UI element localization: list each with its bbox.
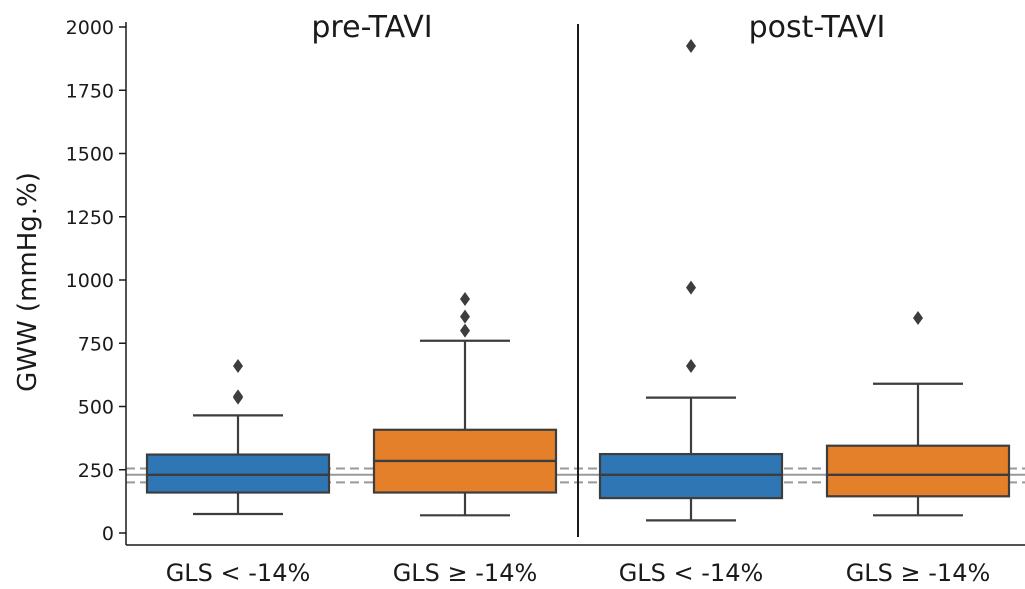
y-tick-label: 2000 (66, 17, 114, 39)
box-series (145, 38, 1011, 522)
box-group (372, 291, 558, 517)
y-tick-label: 1250 (66, 207, 114, 229)
y-ticks: 0 250 500 750 1000 1250 1500 1750 2000 (66, 17, 126, 545)
panel-title: pre-TAVI (311, 10, 432, 45)
x-categories: GLS < -14% GLS ≥ -14% GLS < -14% GLS ≥ -14% (166, 559, 991, 587)
x-category-label: GLS < -14% (166, 559, 311, 587)
outlier-marker (686, 38, 696, 53)
y-tick-label: 1500 (66, 144, 114, 166)
panel-titles: pre-TAVI post-TAVI (311, 10, 885, 45)
outlier-marker (686, 280, 696, 295)
outlier-marker (460, 323, 470, 338)
outlier-marker (460, 309, 470, 324)
x-category-label: GLS ≥ -14% (393, 559, 538, 587)
iqr-box (145, 453, 331, 494)
box-group (145, 359, 331, 516)
x-category-label: GLS ≥ -14% (846, 559, 991, 587)
y-tick-label: 250 (78, 460, 114, 482)
outlier-marker (233, 359, 243, 374)
y-axis-label: GWW (mmHg.%) (13, 172, 43, 392)
outlier-marker (686, 359, 696, 374)
outlier-marker (913, 310, 923, 325)
axes (125, 22, 1025, 546)
iqr-box (825, 444, 1011, 498)
x-category-label: GLS < -14% (619, 559, 764, 587)
panel-title: post-TAVI (749, 10, 886, 45)
y-tick-label: 0 (102, 523, 114, 545)
box-group (598, 38, 784, 522)
box-group (825, 310, 1011, 517)
y-tick-label: 1000 (66, 270, 114, 292)
y-tick-label: 750 (78, 333, 114, 355)
y-tick-label: 1750 (66, 80, 114, 102)
outlier-marker (460, 291, 470, 306)
y-tick-label: 500 (78, 397, 114, 419)
outlier-marker (233, 389, 243, 404)
iqr-box (598, 452, 784, 500)
